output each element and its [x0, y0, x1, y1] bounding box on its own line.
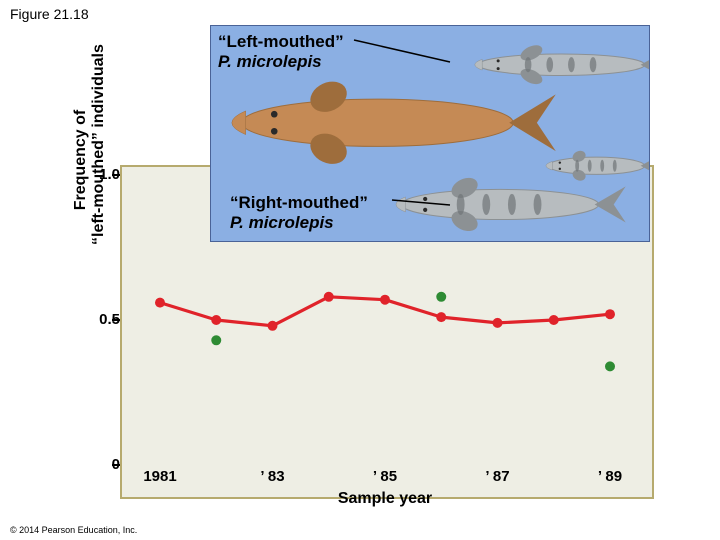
left-mouthed-label: “Left-mouthed” P. microlepis: [218, 32, 344, 71]
left-mouthed-label-line1: “Left-mouthed”: [218, 32, 344, 51]
figure-number: Figure 21.18: [10, 6, 89, 22]
y-axis-label: Frequency of “left-mouthed” individuals: [72, 75, 108, 245]
right-mouthed-label-line1: “Right-mouthed”: [230, 193, 368, 212]
right-mouthed-species: P. microlepis: [230, 213, 334, 232]
right-mouthed-label: “Right-mouthed” P. microlepis: [230, 193, 368, 232]
left-mouthed-species: P. microlepis: [218, 52, 322, 71]
copyright-text: © 2014 Pearson Education, Inc.: [10, 525, 137, 535]
